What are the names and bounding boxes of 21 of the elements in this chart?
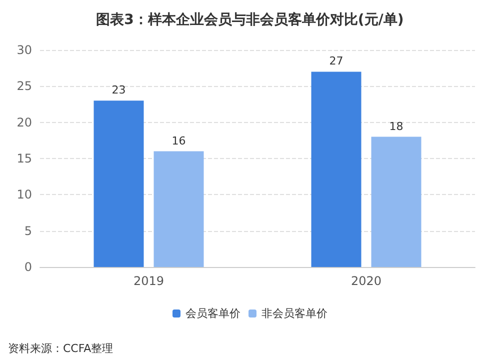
bar — [154, 151, 204, 267]
bar — [371, 136, 422, 267]
legend-label: 会员客单价 — [186, 307, 240, 320]
y-tick-label: 25 — [16, 79, 32, 94]
data-label: 18 — [389, 120, 404, 133]
y-tick-label: 30 — [16, 43, 32, 57]
x-tick-label: 2019 — [133, 274, 164, 288]
x-tick-label: 2020 — [350, 274, 382, 288]
y-tick-label: 0 — [24, 260, 32, 274]
y-tick-label: 20 — [16, 115, 32, 130]
text: 资料来源：CCFA整理 — [8, 342, 114, 355]
y-tick-label: 5 — [24, 224, 32, 238]
bar — [311, 72, 362, 267]
legend-label: 非会员客单价 — [262, 307, 328, 320]
chart-title: 图表3：样本企业会员与非会员客单价对比(元/单) — [96, 11, 404, 28]
data-label: 16 — [172, 134, 186, 148]
data-label: 23 — [112, 84, 126, 97]
data-label: 27 — [329, 54, 344, 68]
y-tick-label: 10 — [16, 188, 32, 202]
bar — [94, 100, 144, 267]
y-tick-label: 15 — [16, 152, 32, 166]
